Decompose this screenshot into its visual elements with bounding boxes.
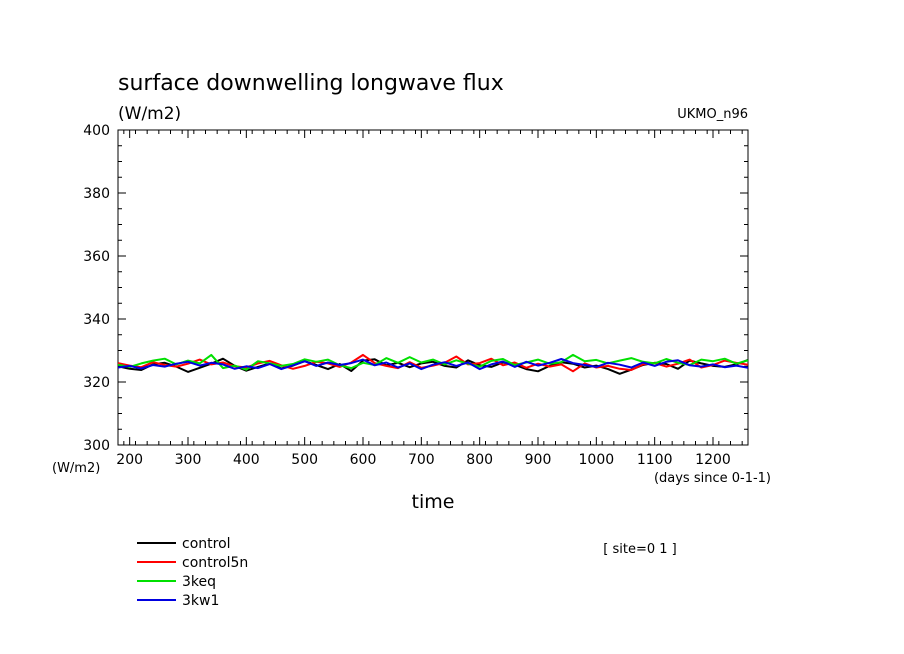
x-axis-ticks: 200 300 400 500 600 700 800 900 1000 1100 1200: [116, 130, 743, 468]
y-tick-label: 300: [83, 438, 110, 454]
y-tick-label: 340: [83, 312, 110, 328]
y-tick-label: 380: [83, 186, 110, 202]
x-axis-label: time: [412, 491, 455, 513]
x-tick-label: 400: [233, 452, 260, 468]
series-line-3kw1: [117, 358, 749, 371]
x-tick-label: 500: [291, 452, 318, 468]
y-tick-label: 400: [83, 123, 110, 139]
x-tick-label: 1000: [579, 452, 615, 468]
legend-label: 3keq: [182, 574, 216, 590]
x-tick-label: 700: [408, 452, 435, 468]
site-label: [ site=0 1 ]: [603, 542, 676, 557]
x-tick-label: 300: [175, 452, 202, 468]
y-tick-label: 360: [83, 249, 110, 265]
chart-title: surface downwelling longwave flux: [118, 71, 504, 96]
plot-frame: [117, 129, 749, 446]
model-label: UKMO_n96: [677, 107, 748, 122]
series-lines: [117, 353, 749, 375]
chart-subtitle: (W/m2): [118, 104, 181, 124]
x-tick-label: 600: [350, 452, 377, 468]
y-axis-label: (W/m2): [52, 461, 100, 476]
x-tick-label: 1100: [637, 452, 673, 468]
y-tick-label: 320: [83, 375, 110, 391]
legend: control control5n 3keq 3kw1: [137, 536, 248, 609]
x-units-label: (days since 0-1-1): [654, 471, 771, 486]
legend-label: 3kw1: [182, 593, 219, 609]
x-tick-label: 800: [466, 452, 493, 468]
x-tick-label: 1200: [695, 452, 731, 468]
legend-label: control: [182, 536, 231, 552]
legend-label: control5n: [182, 555, 248, 571]
x-tick-label: 900: [525, 452, 552, 468]
x-tick-label: 200: [116, 452, 143, 468]
y-axis-ticks: 300 320 340 360 380 400: [83, 123, 748, 454]
